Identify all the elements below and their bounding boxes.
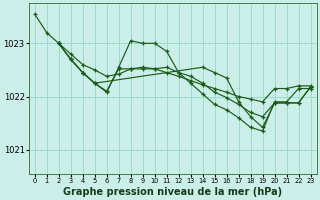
X-axis label: Graphe pression niveau de la mer (hPa): Graphe pression niveau de la mer (hPa): [63, 187, 282, 197]
